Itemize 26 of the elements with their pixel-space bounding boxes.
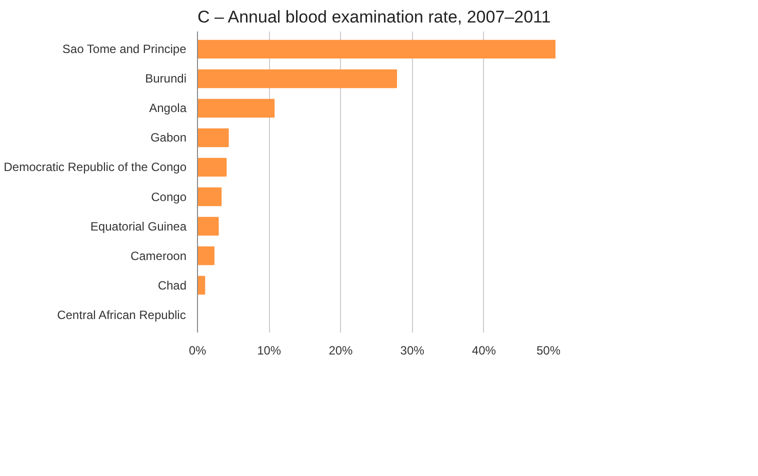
x-tick-label: 40% <box>472 344 496 358</box>
x-tick-label: 20% <box>328 344 354 358</box>
y-tick-label: Cameroon <box>130 248 187 263</box>
y-tick-label: Angola <box>149 101 187 116</box>
y-tick-label: Gabon <box>150 130 186 145</box>
y-tick-label: Congo <box>151 190 187 204</box>
bar <box>198 158 227 177</box>
x-tick-label: 50% <box>536 344 561 358</box>
x-tick-label: 10% <box>257 344 282 358</box>
bar <box>198 246 214 266</box>
bar <box>198 98 275 118</box>
bar <box>198 69 398 88</box>
y-tick-label: Central African Republic <box>57 308 186 322</box>
y-tick-label: Democratic Republic of the Congo <box>4 160 187 174</box>
bar <box>198 276 206 295</box>
y-tick-label: Equatorial Guinea <box>90 219 187 234</box>
x-tick-label: 30% <box>400 344 425 358</box>
y-tick-label: Sao Tome and Principe <box>62 42 187 56</box>
bar <box>198 40 556 59</box>
x-tick-label: 0% <box>188 344 206 358</box>
bar <box>198 187 222 206</box>
chart-title: C – Annual blood examination rate, 2007–2011 <box>198 8 551 26</box>
bar <box>198 128 229 148</box>
y-tick-label: Chad <box>158 278 186 292</box>
y-tick-label: Burundi <box>145 72 187 86</box>
bar <box>198 216 219 236</box>
